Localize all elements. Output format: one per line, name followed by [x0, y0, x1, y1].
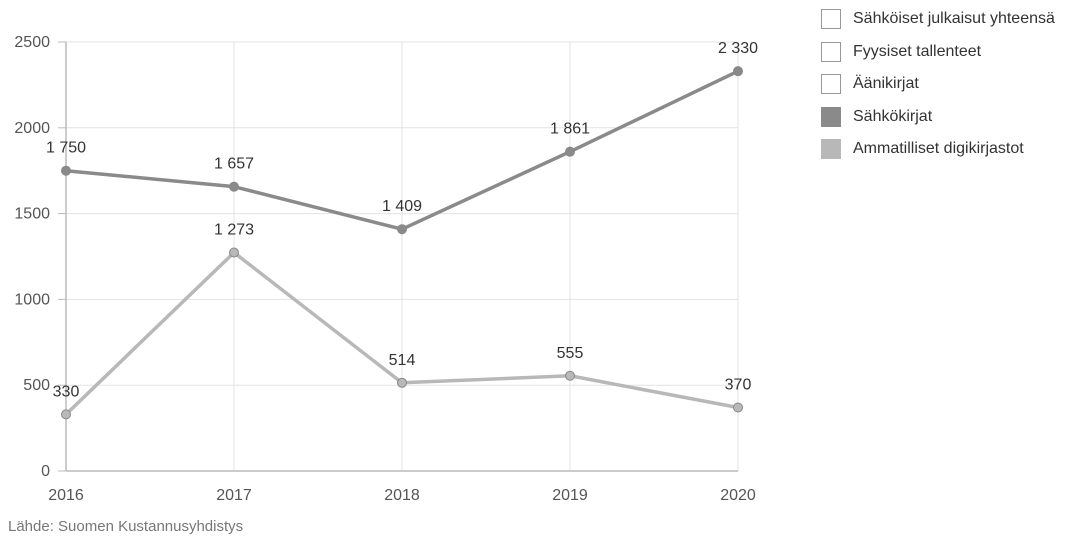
data-point — [565, 146, 575, 157]
legend-item[interactable]: Äänikirjat — [821, 73, 1055, 95]
legend-item[interactable]: Sähköiset julkaisut yhteensä — [821, 8, 1055, 30]
grid-lines — [66, 41, 739, 471]
data-point — [229, 247, 239, 258]
legend-item[interactable]: Sähkökirjat — [821, 106, 1055, 128]
x-tick-label: 2017 — [216, 487, 252, 504]
data-point — [733, 66, 743, 77]
x-tick-label: 2018 — [384, 487, 420, 504]
series-points — [61, 66, 743, 420]
source-note: Lähde: Suomen Kustannusyhdistys — [8, 518, 244, 535]
data-label: 1 657 — [214, 156, 254, 173]
legend-label: Äänikirjat — [853, 75, 919, 92]
data-point — [733, 402, 743, 413]
data-label: 1 409 — [382, 198, 422, 215]
data-point — [229, 181, 239, 192]
y-tick-label: 2000 — [14, 120, 50, 137]
data-label: 1 750 — [46, 140, 86, 157]
legend-item[interactable]: Fyysiset tallenteet — [821, 41, 1055, 63]
data-label: 555 — [557, 345, 584, 362]
data-label: 514 — [389, 352, 416, 369]
legend: Sähköiset julkaisut yhteensä Fyysiset tal… — [821, 8, 1055, 171]
data-label: 1 273 — [214, 222, 254, 239]
x-tick-label: 2016 — [48, 487, 84, 504]
data-point — [397, 377, 407, 388]
data-label: 2 330 — [718, 40, 758, 57]
legend-swatch — [821, 106, 841, 127]
data-point — [61, 409, 71, 420]
data-label: 330 — [53, 383, 80, 400]
y-tick-label: 0 — [41, 463, 50, 480]
data-labels: 1 750 1 657 1 409 1 861 2 330 330 1 273 514 555 3… — [46, 40, 758, 400]
data-point — [565, 370, 575, 381]
legend-swatch — [821, 139, 841, 159]
axes — [58, 41, 738, 472]
legend-swatch — [821, 41, 841, 62]
data-label: 1 861 — [550, 121, 590, 138]
data-point — [61, 165, 71, 176]
data-label: 370 — [725, 377, 752, 394]
legend-swatch — [821, 74, 841, 94]
legend-label: Ammatilliset digikirjastot — [853, 140, 1024, 157]
legend-label: Sähköiset julkaisut yhteensä — [853, 10, 1055, 27]
y-tick-label: 2500 — [14, 34, 50, 51]
x-tick-label: 2020 — [720, 487, 756, 504]
legend-item[interactable]: Ammatilliset digikirjastot — [821, 138, 1055, 160]
x-tick-label: 2019 — [552, 487, 588, 504]
y-tick-label: 1500 — [14, 206, 50, 223]
legend-swatch — [821, 9, 841, 29]
tick-labels: 0 500 1000 1500 2000 2500 2016 2017 2018 2019 2020 — [14, 34, 755, 504]
y-tick-label: 1000 — [14, 291, 50, 308]
data-point — [397, 224, 407, 235]
legend-label: Fyysiset tallenteet — [853, 42, 982, 60]
legend-label: Sähkökirjat — [853, 107, 933, 125]
y-tick-label: 500 — [23, 377, 50, 394]
